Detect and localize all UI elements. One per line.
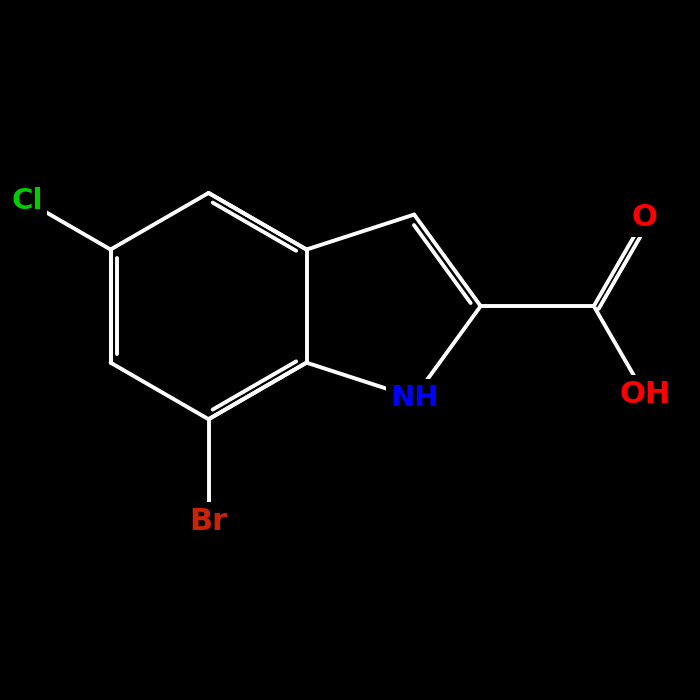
Text: NH: NH bbox=[390, 384, 438, 412]
Text: Cl: Cl bbox=[11, 188, 43, 216]
Text: OH: OH bbox=[619, 380, 671, 409]
Text: Br: Br bbox=[190, 507, 228, 536]
Text: O: O bbox=[632, 204, 657, 232]
